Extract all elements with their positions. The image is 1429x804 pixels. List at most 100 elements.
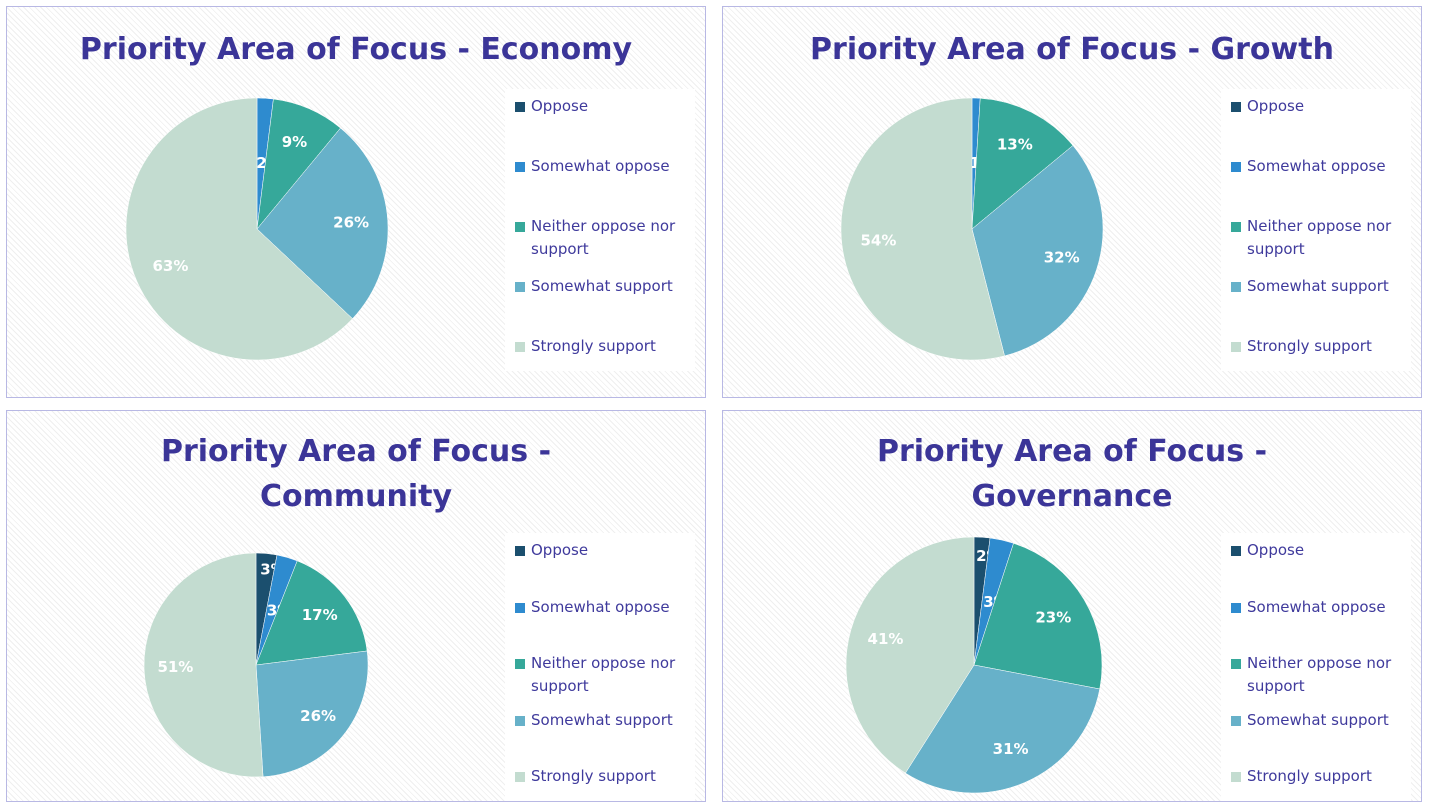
pie-chart: 3%3%17%26%51% [143,552,369,778]
pie-slice [256,127,389,320]
legend-item: Neither oppose nor support [515,215,690,261]
chart-panel: Priority Area of Focus - Community3%3%17… [6,410,706,802]
legend-label: Somewhat oppose [1247,157,1386,175]
legend-item: Oppose [515,95,690,118]
legend-label: Somewhat support [1247,277,1389,295]
legend-item: Neither oppose nor support [1231,215,1406,261]
legend-swatch [515,102,525,112]
data-label: 17% [302,606,338,624]
legend-swatch [515,222,525,232]
legend-item: Somewhat support [1231,275,1406,298]
legend-item: Strongly support [515,335,690,358]
data-label: 41% [868,630,904,648]
legend-label: Somewhat support [1247,711,1389,729]
legend-label: Somewhat support [531,277,673,295]
legend-label: Neither oppose nor support [1247,654,1392,695]
legend-item: Somewhat oppose [1231,596,1406,619]
legend-swatch [1231,772,1241,782]
legend-swatch [515,162,525,172]
legend-item: Somewhat oppose [1231,155,1406,178]
legend-swatch [1231,603,1241,613]
pie-chart: 0%2%9%26%63% [125,97,389,361]
pie-slice [840,97,1005,361]
legend-label: Strongly support [1247,767,1372,785]
data-label: 9% [282,133,307,151]
pie-chart: 0%1%13%32%54% [840,97,1104,361]
legend-label: Strongly support [531,767,656,785]
legend-label: Oppose [531,541,589,559]
legend: Oppose Somewhat oppose Neither oppose nor … [505,89,695,371]
legend-item: Strongly support [515,765,690,788]
legend-item: Oppose [515,539,690,562]
legend-label: Oppose [531,97,589,115]
legend-item: Somewhat oppose [515,155,690,178]
legend-label: Oppose [1247,97,1305,115]
pie-slice [255,650,369,778]
data-label: 13% [997,135,1033,153]
chart-panel: Priority Area of Focus - Governance2%3%2… [722,410,1422,802]
legend-label: Neither oppose nor support [1247,217,1392,258]
legend-swatch [515,772,525,782]
legend-swatch [1231,162,1241,172]
legend-label: Oppose [1247,541,1305,559]
pie-slice [143,552,264,778]
pie-slice [971,97,1074,230]
data-label: 26% [333,214,369,232]
legend-item: Neither oppose nor support [1231,652,1406,698]
legend-swatch [1231,102,1241,112]
legend-label: Somewhat support [531,711,673,729]
legend-item: Oppose [1231,539,1406,562]
legend-label: Neither oppose nor support [531,217,676,258]
data-label: 23% [1035,609,1071,627]
legend-swatch [515,659,525,669]
legend-item: Somewhat support [1231,709,1406,732]
pie-slice [125,97,353,361]
pie-slice [255,560,368,666]
legend-label: Somewhat oppose [531,598,670,616]
data-label: 51% [157,658,193,676]
legend-item: Strongly support [1231,335,1406,358]
pie-slice [973,542,1103,690]
pie-slice [905,664,1101,794]
legend-swatch [515,716,525,726]
legend-label: Strongly support [1247,337,1372,355]
chart-title: Priority Area of Focus - Community [160,434,552,514]
legend-swatch [515,282,525,292]
legend-swatch [1231,342,1241,352]
data-label: 31% [993,740,1029,758]
legend-swatch [1231,546,1241,556]
legend-item: Oppose [1231,95,1406,118]
legend-swatch [515,546,525,556]
chart-title: Priority Area of Focus - Growth [810,32,1334,67]
legend: Oppose Somewhat oppose Neither oppose nor … [1221,533,1411,801]
legend-label: Somewhat oppose [531,157,670,175]
legend-item: Strongly support [1231,765,1406,788]
pie-slice [971,145,1104,357]
legend-item: Neither oppose nor support [515,652,690,698]
legend-swatch [1231,716,1241,726]
legend-item: Somewhat support [515,275,690,298]
legend: Oppose Somewhat oppose Neither oppose nor … [505,533,695,801]
legend-swatch [1231,222,1241,232]
data-label: 26% [300,707,336,725]
data-label: 54% [860,231,896,249]
legend-swatch [1231,282,1241,292]
chart-title: Priority Area of Focus - Governance [876,434,1268,514]
pie-slice [845,536,975,774]
data-label: 32% [1044,249,1080,267]
legend: Oppose Somewhat oppose Neither oppose nor … [1221,89,1411,371]
legend-swatch [1231,659,1241,669]
chart-panel: Priority Area of Focus - Economy0%2%9%26… [6,6,706,398]
legend-item: Somewhat support [515,709,690,732]
legend-item: Somewhat oppose [515,596,690,619]
legend-swatch [515,342,525,352]
data-label: 63% [152,257,188,275]
chart-panel: Priority Area of Focus - Growth0%1%13%32… [722,6,1422,398]
legend-label: Neither oppose nor support [531,654,676,695]
pie-chart: 2%3%23%31%41% [845,536,1103,794]
chart-title: Priority Area of Focus - Economy [79,32,633,67]
legend-label: Somewhat oppose [1247,598,1386,616]
legend-swatch [515,603,525,613]
legend-label: Strongly support [531,337,656,355]
